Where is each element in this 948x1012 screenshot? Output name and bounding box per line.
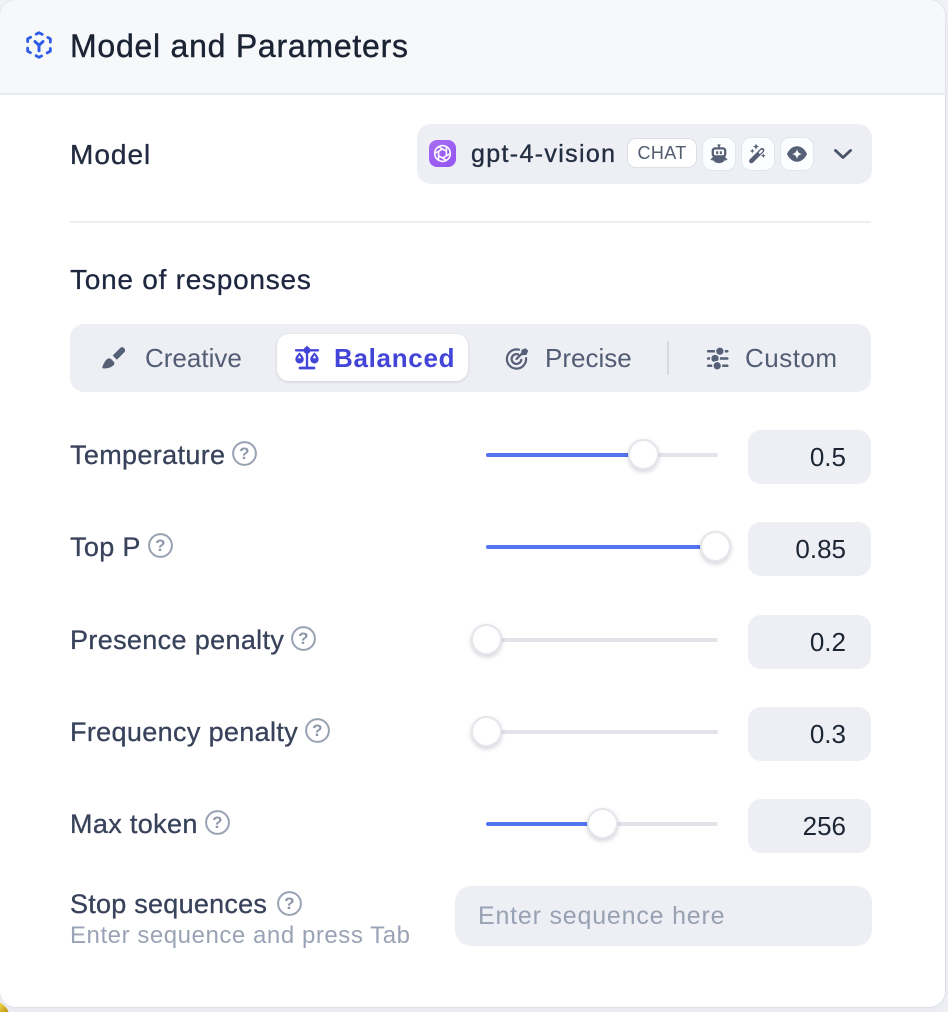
- svg-text:?: ?: [298, 629, 309, 648]
- svg-text:?: ?: [155, 536, 166, 555]
- svg-text:?: ?: [284, 894, 295, 913]
- svg-text:?: ?: [240, 444, 251, 463]
- svg-text:?: ?: [312, 721, 323, 740]
- svg-text:?: ?: [212, 813, 223, 832]
